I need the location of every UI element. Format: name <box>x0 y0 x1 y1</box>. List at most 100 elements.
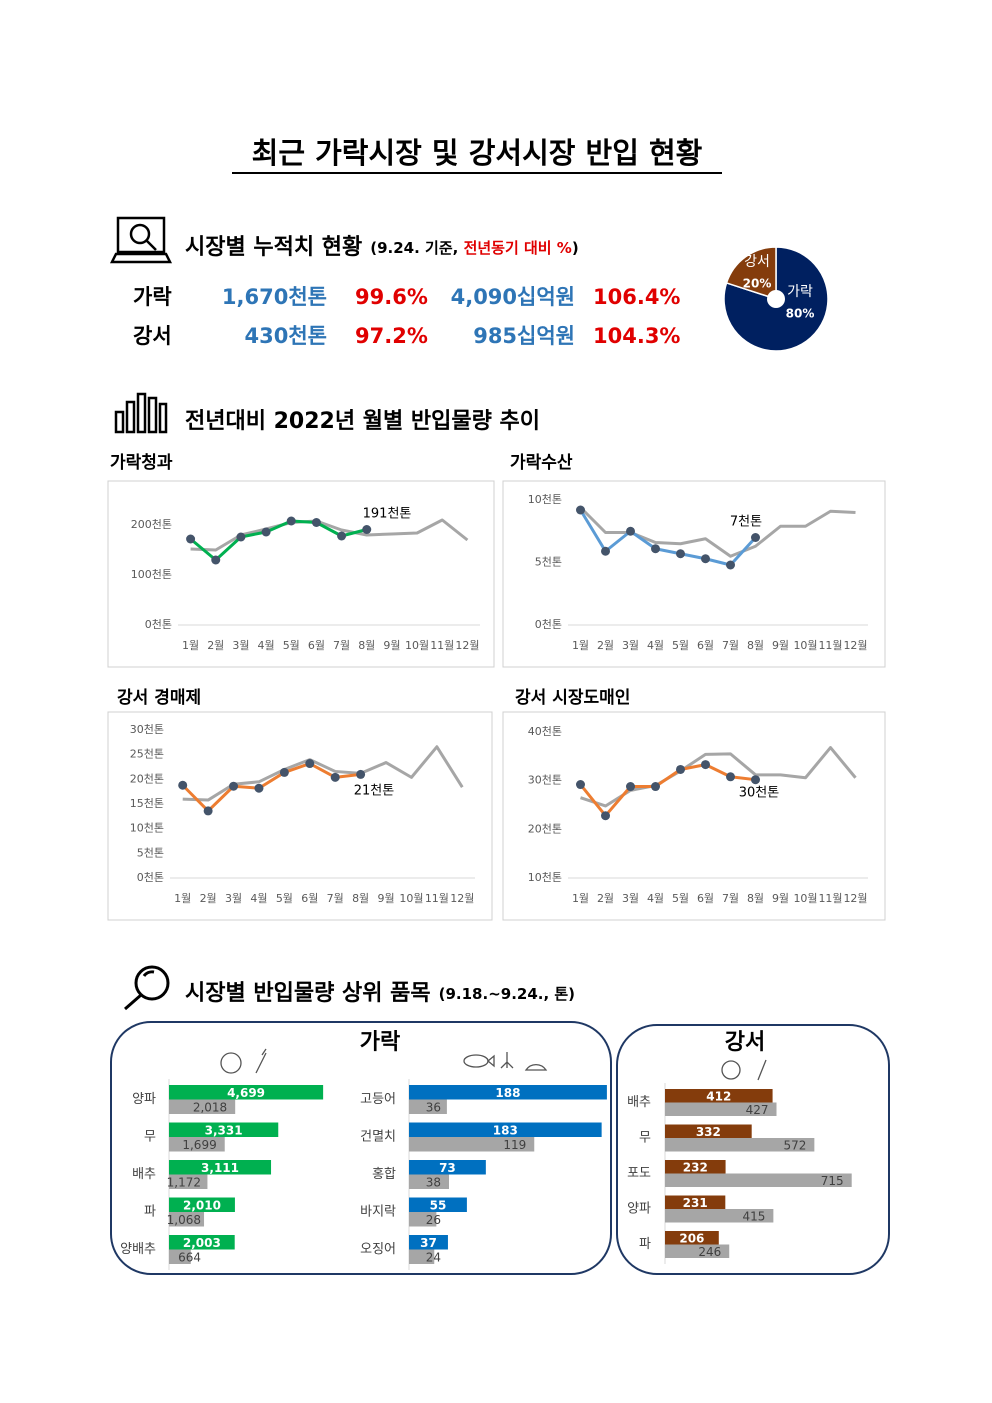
point <box>236 532 246 542</box>
bar <box>409 1235 448 1250</box>
category-label: 고등어 <box>360 1092 396 1107</box>
bar <box>665 1089 773 1103</box>
point <box>279 767 289 777</box>
x-tick-label: 1월 <box>572 892 589 905</box>
value-label: 119 <box>503 1138 526 1152</box>
category-label: 배추 <box>627 1095 651 1110</box>
annotation: 30천톤 <box>739 786 780 801</box>
x-tick-label: 10월 <box>399 892 423 905</box>
category-label: 양배추 <box>120 1242 156 1257</box>
point <box>330 772 340 782</box>
y-tick-label: 0천톤 <box>137 870 164 884</box>
bar <box>169 1099 236 1114</box>
seafood-icons <box>463 1052 548 1071</box>
bar <box>409 1085 607 1100</box>
pie-value: 80% <box>786 307 815 321</box>
x-tick-label: 5월 <box>672 892 689 905</box>
value-label: 1,699 <box>182 1138 216 1152</box>
x-tick-label: 5월 <box>276 892 293 905</box>
point <box>261 527 271 537</box>
bar <box>665 1124 752 1138</box>
point <box>726 772 735 782</box>
x-tick-label: 6월 <box>301 892 318 905</box>
point <box>676 549 685 559</box>
bar <box>409 1249 435 1264</box>
chart-box <box>502 711 886 921</box>
category-label: 양파 <box>627 1202 651 1217</box>
x-tick-label: 8월 <box>358 639 375 652</box>
series-line <box>579 763 756 818</box>
category-label: 배추 <box>132 1167 156 1182</box>
summary-cell: 99.6% <box>355 285 428 309</box>
x-tick-label: 9월 <box>383 639 400 652</box>
value-label: 246 <box>698 1245 721 1259</box>
x-tick-label: 6월 <box>697 892 714 905</box>
market-title: 가락 <box>360 1030 400 1055</box>
y-tick-label: 15천톤 <box>130 796 164 810</box>
heading-text: 시장별 반입물량 상위 품목 <box>185 981 431 1006</box>
bar <box>665 1160 726 1174</box>
category-label: 무 <box>144 1130 156 1145</box>
x-tick-label: 1월 <box>182 639 199 652</box>
bar <box>409 1122 602 1137</box>
x-tick-label: 10월 <box>405 639 429 652</box>
point <box>751 533 760 542</box>
x-tick-label: 9월 <box>772 892 789 905</box>
x-tick-label: 2월 <box>597 892 614 905</box>
summary-cell: 106.4% <box>593 285 680 309</box>
y-tick-label: 30천톤 <box>528 773 562 787</box>
gangseo-box <box>616 1024 890 1275</box>
x-tick-label: 4월 <box>647 639 664 652</box>
note-red: 전년동기 대비 % <box>464 239 572 257</box>
heading-text: 시장별 누적치 현황 <box>185 235 362 260</box>
bars-icon <box>114 392 168 434</box>
bar <box>169 1122 279 1137</box>
value-label: 38 <box>426 1175 441 1189</box>
note: (9.24. 기준, <box>370 239 463 257</box>
x-tick-label: 11월 <box>818 892 842 905</box>
bar <box>169 1197 235 1212</box>
laptop-icon <box>109 216 173 264</box>
bar <box>169 1085 324 1100</box>
x-tick-label: 7월 <box>722 892 739 905</box>
x-tick-label: 7월 <box>722 639 739 652</box>
x-tick-label: 6월 <box>697 639 714 652</box>
point <box>362 525 372 534</box>
y-tick-label: 10천톤 <box>528 492 562 506</box>
category-label: 파 <box>144 1205 156 1220</box>
bar <box>665 1244 730 1258</box>
value-label: 1,068 <box>167 1213 201 1227</box>
summary-cell: 1,670천톤 <box>222 285 327 309</box>
point <box>701 554 710 564</box>
point <box>229 781 239 791</box>
x-tick-label: 12월 <box>450 892 474 905</box>
category-label: 홍합 <box>372 1167 396 1182</box>
y-tick-label: 0천톤 <box>535 617 562 631</box>
chart-box <box>107 480 495 668</box>
produce-icons <box>220 1048 767 1081</box>
x-tick-label: 6월 <box>308 639 325 652</box>
value-label: 36 <box>426 1100 441 1114</box>
y-tick-label: 200천톤 <box>131 517 172 531</box>
value-label: 183 <box>493 1123 518 1137</box>
value-label: 37 <box>420 1236 437 1250</box>
point <box>651 782 660 792</box>
x-tick-label: 4월 <box>250 892 267 905</box>
value-label: 232 <box>683 1160 708 1174</box>
value-label: 73 <box>439 1161 456 1175</box>
point <box>311 518 321 527</box>
summary-cell: 강서 <box>133 324 172 348</box>
value-label: 664 <box>178 1250 201 1264</box>
summary-cell: 4,090십억원 <box>451 285 575 309</box>
donut-hole <box>767 290 785 308</box>
point <box>305 759 315 769</box>
point <box>576 780 585 790</box>
summary-cell: 가락 <box>133 285 172 309</box>
value-label: 2,010 <box>183 1198 221 1212</box>
summary-cell: 430천톤 <box>245 324 327 348</box>
point <box>203 806 213 816</box>
bar <box>169 1249 191 1264</box>
trend-heading: 전년대비 2022년 월별 반입물량 추이 <box>185 409 540 434</box>
